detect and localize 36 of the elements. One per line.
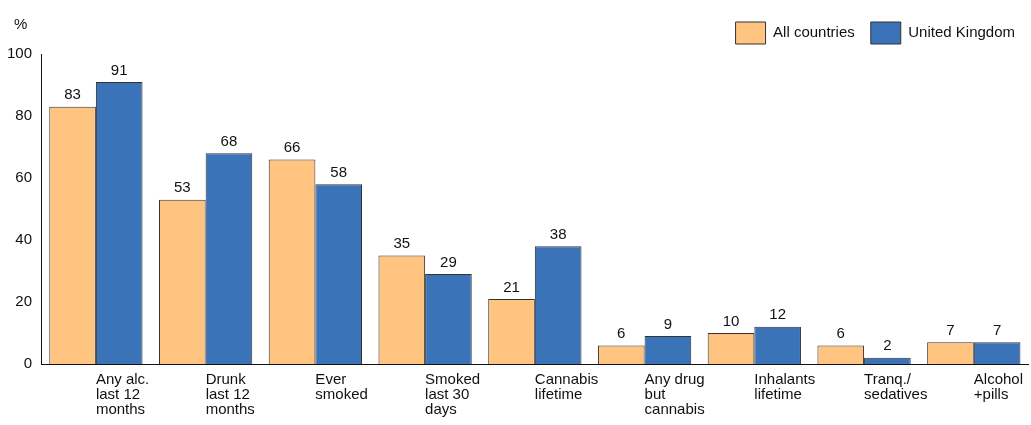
y-tick-label: 60 [15,168,33,186]
x-tick-label: Smoked last 30 days [425,369,481,417]
legend-label: United Kingdom [908,23,1016,41]
x-tick-label: Ever smoked [315,369,368,402]
x-tick-label: Inhalants lifetime [754,369,816,402]
data-label: 7 [946,320,955,338]
data-label: 2 [883,336,892,354]
data-label: 58 [330,162,348,180]
data-label: 29 [440,252,457,270]
y-tick-label: 80 [15,106,33,124]
y-tick-label: 0 [23,354,33,372]
x-tick-label: Any drug but cannabis [644,369,705,417]
y-tick-label: 20 [15,292,33,310]
data-label: 83 [64,85,81,103]
data-label: 35 [393,234,411,252]
data-label: 68 [220,131,238,149]
data-label: 6 [836,324,845,342]
x-tick-label: Cannabis lifetime [534,369,599,402]
legend-label: All countries [773,23,855,41]
data-label: 9 [663,314,673,332]
data-label: 10 [722,311,740,329]
data-label: 66 [283,138,301,156]
y-axis-title: % [14,14,28,32]
x-tick-label: Tranq./ sedatives [864,369,928,402]
data-label: 91 [110,60,128,78]
data-label: 12 [769,305,786,323]
x-tick-label: Any alc. last 12 months [95,369,150,417]
data-label: 38 [549,224,567,242]
data-label: 7 [992,320,1002,338]
data-label: 6 [617,324,626,342]
y-tick-label: 100 [7,44,33,62]
x-tick-label: Alcohol +pills [973,369,1024,402]
x-tick-label: Drunk last 12 months [205,369,255,417]
data-label: 53 [173,178,191,196]
data-label: 21 [503,277,520,295]
y-tick-label: 40 [15,230,33,248]
